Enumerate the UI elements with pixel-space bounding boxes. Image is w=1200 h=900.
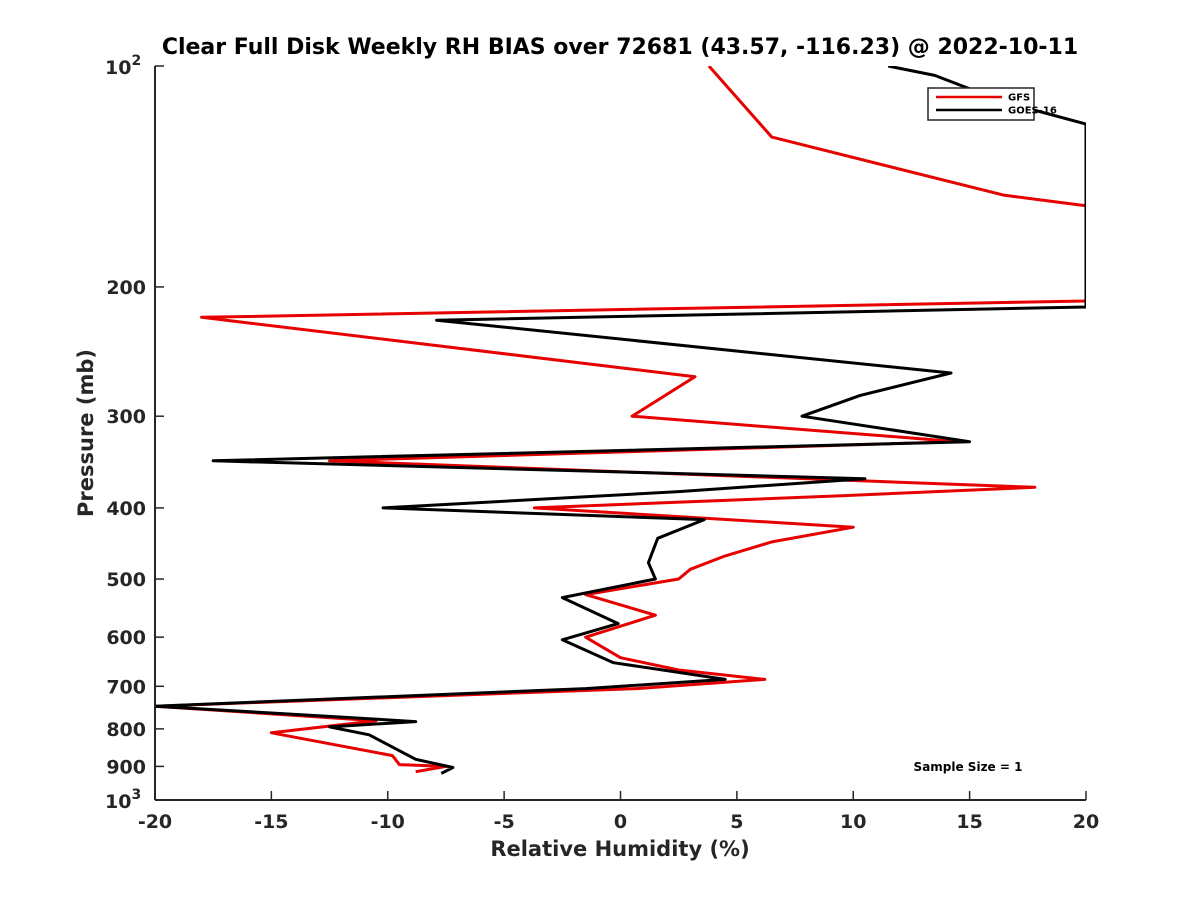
y-tick-label: 102	[105, 53, 141, 79]
y-axis-ticks: 102 200 300 400 500 600 700 800 900 103	[105, 53, 164, 813]
series-line-goes16	[155, 66, 1086, 775]
chart-title: Clear Full Disk Weekly RH BIAS over 7268…	[162, 35, 1078, 60]
x-axis-label: Relative Humidity (%)	[490, 837, 749, 861]
x-tick-label: 0	[614, 811, 627, 833]
legend: GFS GOES-16	[927, 87, 1057, 121]
x-tick-label: -20	[138, 811, 172, 833]
series-layer	[155, 66, 1086, 775]
y-tick-label: 103	[105, 787, 141, 813]
x-tick-label: 15	[956, 811, 982, 833]
x-tick-label: 20	[1073, 811, 1099, 833]
y-tick-label: 300	[106, 406, 146, 428]
y-tick-label: 900	[106, 756, 146, 778]
y-tick-label: 500	[106, 569, 146, 591]
x-tick-label: -5	[494, 811, 515, 833]
x-tick-label: -15	[254, 811, 288, 833]
legend-label-goes16: GOES-16	[1008, 106, 1057, 117]
y-tick-label: 800	[106, 719, 146, 741]
x-tick-label: 5	[730, 811, 743, 833]
x-tick-label: 10	[840, 811, 866, 833]
legend-label-gfs: GFS	[1008, 93, 1030, 104]
y-tick-label: 700	[106, 676, 146, 698]
legend-box	[927, 87, 1035, 121]
x-axis-ticks: -20 -15 -10 -5 0 5 10 15 20	[138, 791, 1099, 833]
sample-size-annotation: Sample Size = 1	[914, 760, 1023, 774]
y-tick-label: 600	[106, 627, 146, 649]
y-tick-label: 200	[106, 277, 146, 299]
y-tick-label: 400	[106, 498, 146, 520]
series-line-gfs	[155, 66, 1086, 774]
y-axis-label: Pressure (mb)	[74, 349, 98, 517]
x-tick-label: -10	[371, 811, 405, 833]
